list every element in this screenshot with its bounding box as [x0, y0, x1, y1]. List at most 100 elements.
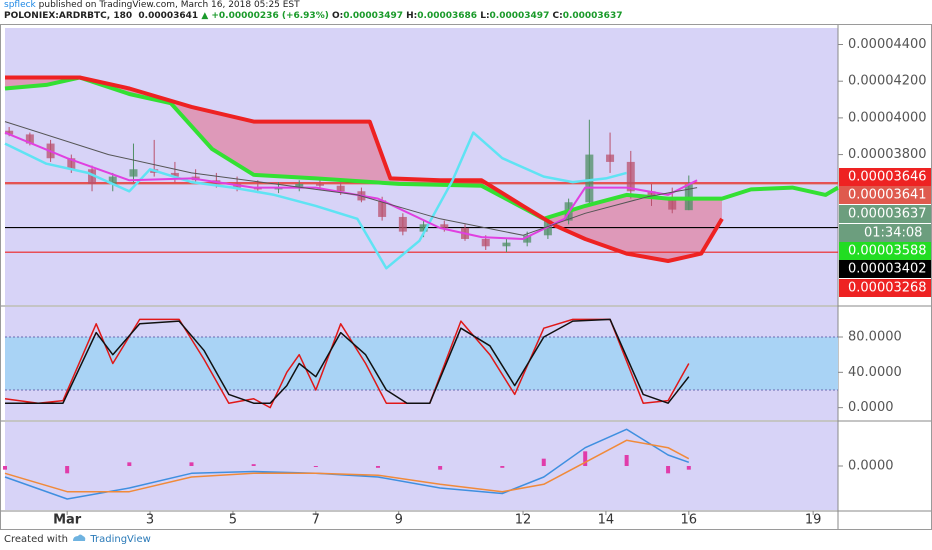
- value: 0.00003497: [343, 11, 403, 21]
- indicator-line: [4, 439, 690, 493]
- y-tick-label: 0.0000: [848, 400, 894, 415]
- y-tick-label: 80.0000: [848, 330, 902, 345]
- price-label: 0.00003641: [848, 188, 927, 203]
- price-label-box: [839, 260, 931, 278]
- header-line: POLONIEX:ARDRBTC, 180 0.00003641 ▲ +0.00…: [4, 11, 622, 22]
- published: published on TradingView.com, March 16, …: [38, 0, 300, 10]
- candle-body: [668, 198, 677, 210]
- candle-body: [398, 216, 407, 232]
- price-label: 0.00003646: [848, 170, 927, 185]
- brand[interactable]: TradingView: [90, 534, 151, 545]
- histogram-bar: [541, 458, 546, 466]
- histogram-bar: [583, 451, 588, 466]
- candle-body: [336, 185, 345, 192]
- candle-body: [626, 161, 635, 192]
- y-tick-label: 0.00004400: [848, 37, 927, 52]
- candle-body: [5, 130, 14, 135]
- y-tick-label: 0.0000: [848, 459, 894, 474]
- price-label-box: [839, 279, 931, 297]
- x-tick-label: 14: [598, 513, 615, 528]
- created: Created with: [4, 534, 68, 545]
- x-tick-label: 16: [681, 513, 698, 528]
- countdown-box: [839, 224, 931, 242]
- price-label-box: [839, 242, 931, 260]
- candle-body: [67, 158, 76, 170]
- y-tick-label: 0.00004000: [848, 110, 927, 125]
- indicator-line: [5, 75, 724, 263]
- header: spfleck published on TradingView.com, Ma…: [4, 0, 622, 22]
- label: L:: [480, 11, 490, 21]
- footer: Created with TradingView: [4, 532, 151, 545]
- histogram-bar: [375, 466, 380, 468]
- x-tick-label: 9: [395, 513, 403, 528]
- value: 0.00003637: [562, 11, 623, 21]
- price-label-box: [839, 186, 931, 204]
- histogram-bar: [624, 455, 629, 466]
- price-label-box: [839, 205, 931, 223]
- value: 0.00003497: [489, 11, 550, 21]
- band: [5, 337, 838, 390]
- logo: [73, 534, 86, 541]
- label: H:: [406, 11, 418, 21]
- indicator-line: [4, 131, 698, 240]
- candle-body: [502, 242, 511, 247]
- histogram-bar: [686, 466, 691, 470]
- indicator-line: [5, 318, 690, 404]
- indicator-line: [4, 428, 690, 500]
- candle-body: [315, 183, 324, 186]
- cloud-fill: [5, 77, 722, 261]
- histogram-bar: [313, 466, 318, 467]
- indicator-line: [4, 75, 840, 221]
- price-label: 0.00003588: [848, 244, 927, 259]
- histogram-bar: [127, 462, 132, 466]
- histogram-bar: [438, 466, 443, 470]
- candle-body: [647, 191, 656, 199]
- candle-body: [419, 224, 428, 232]
- candle-body: [378, 200, 387, 217]
- candle-body: [523, 235, 532, 243]
- candle-body: [108, 176, 117, 184]
- histogram-bar: [500, 466, 505, 468]
- symbol: POLONIEX:ARDRBTC, 180: [4, 11, 133, 21]
- candle-body: [295, 183, 304, 188]
- histogram-bar: [189, 462, 194, 466]
- y-tick-label: 0.00004200: [848, 74, 927, 89]
- label: C:: [552, 11, 563, 21]
- indicator-line: [4, 318, 690, 409]
- x-tick-label: 5: [229, 513, 237, 528]
- x-tick-label: Mar: [53, 513, 82, 528]
- plot-area: [5, 28, 838, 305]
- candle-body: [170, 172, 179, 177]
- histogram-bar: [3, 466, 7, 470]
- candle-body: [440, 224, 449, 228]
- candle-body: [481, 238, 490, 247]
- change: ▲ +0.00000236 (+6.93%): [201, 11, 329, 21]
- histogram-bar: [251, 464, 256, 466]
- histogram-bar: [666, 466, 671, 474]
- candle-body: [129, 169, 138, 177]
- y-tick-label: 40.0000: [848, 365, 902, 380]
- price-label: 0.00003402: [848, 262, 927, 277]
- logo-cloud: [73, 534, 86, 541]
- header-line: spfleck published on TradingView.com, Ma…: [4, 0, 622, 11]
- indicator-line: [4, 121, 698, 236]
- x-tick-label: 3: [146, 513, 154, 528]
- x-tick-label: 19: [805, 513, 822, 528]
- histogram-bar: [65, 466, 70, 474]
- last: 0.00003641: [138, 11, 199, 21]
- label: O:: [331, 11, 344, 21]
- candle-body: [25, 134, 34, 144]
- candle-body: [606, 154, 615, 162]
- plot-area: [5, 422, 838, 510]
- value: 0.00003686: [417, 11, 478, 21]
- y-tick-label: 0.00003800: [848, 147, 927, 162]
- candle-body: [88, 169, 97, 184]
- price-label-box: [839, 168, 931, 186]
- indicator-line: [4, 131, 627, 270]
- price-label: 0.00003637: [848, 207, 927, 222]
- price-label: 0.00003268: [848, 281, 927, 296]
- x-tick-label: 7: [312, 513, 320, 528]
- author[interactable]: spfleck: [4, 0, 36, 10]
